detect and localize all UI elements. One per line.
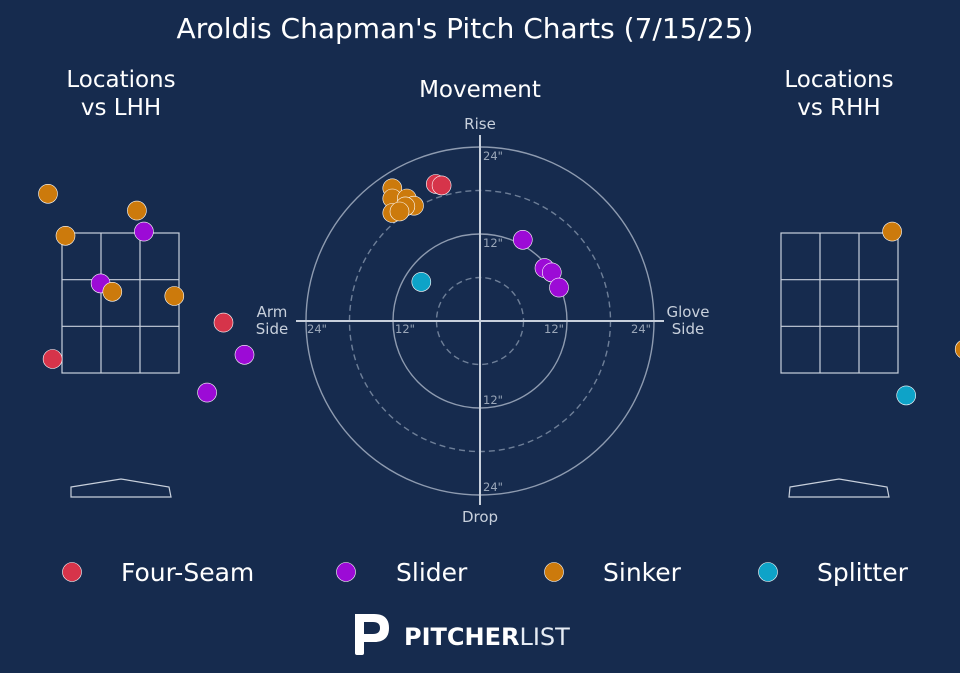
brand-word-list: LIST <box>519 623 570 651</box>
lhh-zone-border <box>61 232 180 374</box>
ring-label-24-bottom: 24" <box>483 480 503 494</box>
movement-point-splitter <box>411 272 432 292</box>
rhh-point-sinker <box>954 340 960 358</box>
lhh-point-sinker <box>127 200 147 221</box>
movement-grid <box>296 135 664 505</box>
legend-splitter-label: Splitter <box>817 558 909 587</box>
locations-lhh-panel: Locations vs LHH <box>38 67 255 498</box>
lhh-title-line-2: vs LHH <box>81 95 161 121</box>
rhh-strike-zone <box>780 232 899 374</box>
ring-label-12-top: 12" <box>483 236 503 250</box>
lhh-point-slider <box>197 382 217 403</box>
arm-side-label-1: Arm <box>257 303 288 321</box>
movement-title: Movement <box>419 77 541 103</box>
legend-splitter-marker <box>758 562 778 582</box>
drop-label: Drop <box>462 508 498 526</box>
legend-four-seam-label: Four-Seam <box>121 558 254 587</box>
movement-point-slider <box>549 277 569 298</box>
movement-point-four-seam <box>431 175 452 196</box>
lhh-point-four-seam <box>213 312 234 333</box>
glove-side-label-1: Glove <box>666 303 709 321</box>
glove-side-label-2: Side <box>672 320 704 338</box>
arm-side-label-2: Side <box>256 320 288 338</box>
lhh-strike-zone <box>61 232 180 374</box>
brand-wordmark: PITCHERLIST <box>404 623 570 651</box>
rhh-title-line-2: vs RHH <box>797 95 880 121</box>
lhh-point-slider <box>234 344 255 365</box>
lhh-point-sinker <box>164 286 185 306</box>
lhh-point-sinker <box>38 184 58 204</box>
lhh-point-sinker <box>102 281 123 302</box>
chart-title: Aroldis Chapman's Pitch Charts (7/15/25) <box>177 12 754 45</box>
lhh-point-slider <box>134 221 154 242</box>
ring-label-24-left: 24" <box>307 322 327 336</box>
movement-ring-labels: 24" 12" 12" 24" 24" 12" 12" 24" <box>307 149 651 494</box>
rhh-point-splitter <box>896 385 917 406</box>
rise-label: Rise <box>464 115 496 133</box>
ring-label-12-left: 12" <box>395 322 415 336</box>
ring-label-24-right: 24" <box>631 322 651 336</box>
ring-label-12-bottom: 12" <box>483 393 503 407</box>
lhh-point-sinker <box>55 226 76 246</box>
legend: Four-Seam Slider Sinker Splitter <box>62 558 909 587</box>
movement-point-sinker <box>389 201 410 222</box>
ring-label-24-top: 24" <box>483 149 503 163</box>
legend-four-seam-marker <box>62 562 82 582</box>
movement-point-slider <box>512 230 533 250</box>
legend-slider-label: Slider <box>396 558 468 587</box>
rhh-points <box>882 221 960 406</box>
legend-sinker-marker <box>544 562 564 582</box>
lhh-point-four-seam <box>42 349 63 369</box>
legend-slider-marker <box>336 562 356 582</box>
brand-word-pitcher: PITCHER <box>404 623 519 651</box>
rhh-zone-border <box>780 232 899 374</box>
movement-points <box>382 174 569 298</box>
rhh-point-sinker <box>882 221 902 242</box>
lhh-home-plate <box>70 478 172 498</box>
pitcherlist-brand: PITCHERLIST <box>355 614 570 655</box>
ring-label-12-right: 12" <box>544 322 564 336</box>
pitcherlist-logo-icon <box>355 614 389 655</box>
locations-rhh-panel: Locations vs RHH <box>780 67 960 498</box>
rhh-home-plate <box>788 478 890 498</box>
legend-sinker-label: Sinker <box>603 558 682 587</box>
movement-panel: Movement Rise Drop Arm Side Glove Side 2… <box>256 77 710 526</box>
rhh-title-line-1: Locations <box>784 67 893 93</box>
lhh-title-line-1: Locations <box>66 67 175 93</box>
lhh-points <box>38 184 255 403</box>
